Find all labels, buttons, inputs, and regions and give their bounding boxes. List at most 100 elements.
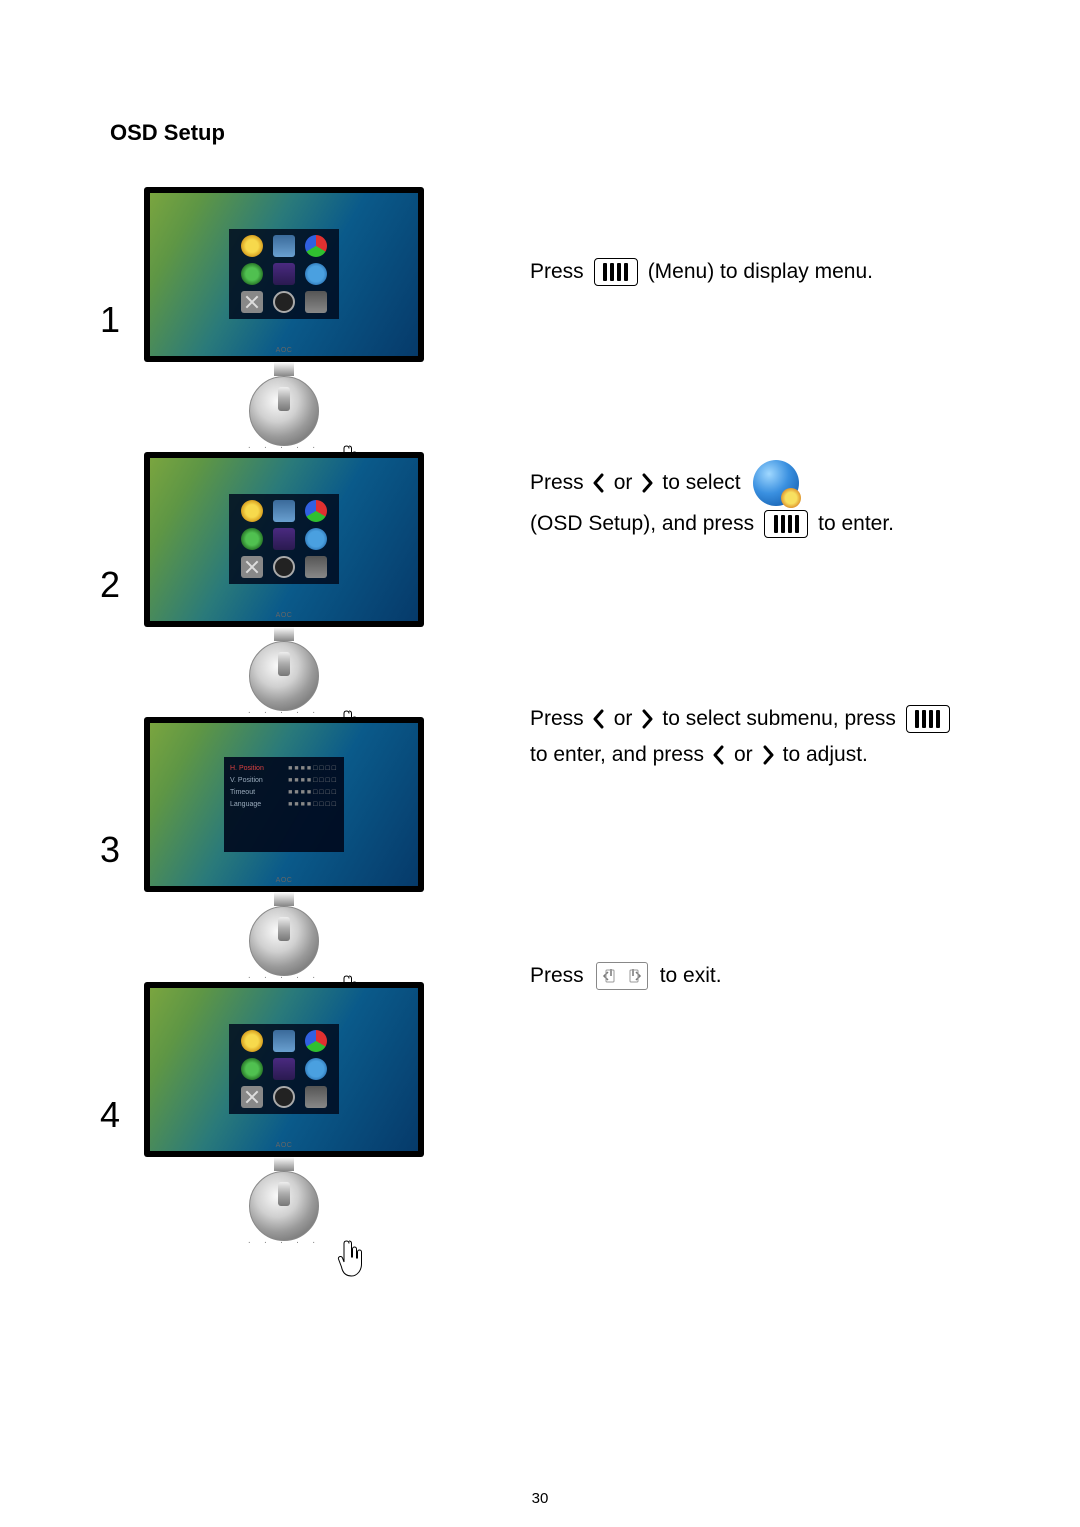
instruction-text: or	[734, 737, 753, 773]
instruction-text: to enter, and press	[530, 737, 704, 773]
chevron-right-icon	[761, 745, 775, 765]
chevron-left-icon	[592, 709, 606, 729]
chevron-right-icon	[640, 709, 654, 729]
step-row: 3 H. Position■■■■□□□□ V. Position■■■■□□□□…	[100, 712, 440, 987]
monitor-frame: H. Position■■■■□□□□ V. Position■■■■□□□□ Ti…	[144, 717, 424, 892]
image-setup-icon	[273, 500, 295, 522]
monitor-logo: AOC	[276, 347, 293, 354]
exit-icon	[241, 1086, 263, 1108]
chevron-left-icon	[592, 473, 606, 493]
content-columns: 1 AOC · · · · ·	[100, 182, 980, 1242]
monitor-illustration: AOC · · · · ·	[144, 187, 424, 453]
menu-button-icon	[764, 510, 808, 538]
luminance-icon	[241, 500, 263, 522]
picture-icon	[273, 263, 295, 285]
boost-icon	[241, 263, 263, 285]
monitor-illustration: AOC · · · · ·	[144, 982, 424, 1248]
monitor-screen: AOC	[150, 988, 418, 1151]
instruction-text: Press	[530, 465, 584, 501]
audio-icon	[305, 556, 327, 578]
monitor-frame: AOC	[144, 982, 424, 1157]
instruction-text: Press	[530, 254, 584, 290]
monitor-stand: · · · · ·	[144, 362, 424, 453]
monitor-stand: · · · · ·	[144, 1157, 424, 1248]
menu-button-icon	[594, 258, 638, 286]
instruction-text: to select submenu, press	[662, 701, 895, 737]
image-setup-icon	[273, 1030, 295, 1052]
osd-setup-icon	[305, 528, 327, 550]
instruction-text: (OSD Setup), and press	[530, 506, 754, 542]
instruction-text: to select	[662, 465, 740, 501]
monitor-illustration: AOC · · · · ·	[144, 452, 424, 718]
step-number: 1	[100, 299, 144, 341]
picture-icon	[273, 528, 295, 550]
instruction-text: Press	[530, 701, 584, 737]
luminance-icon	[241, 235, 263, 257]
step-description: Press (Menu) to display menu.	[530, 254, 980, 290]
monitor-logo: AOC	[276, 612, 293, 619]
boost-icon	[241, 528, 263, 550]
monitor-screen: H. Position■■■■□□□□ V. Position■■■■□□□□ Ti…	[150, 723, 418, 886]
globe-icon	[753, 460, 799, 506]
instruction-text: or	[614, 465, 633, 501]
instruction-text: to enter.	[818, 506, 894, 542]
extra-icon	[273, 1086, 295, 1108]
menu-button-icon	[906, 705, 950, 733]
audio-icon	[305, 1086, 327, 1108]
step-number: 2	[100, 564, 144, 606]
section-title: OSD Setup	[110, 120, 980, 146]
submenu-line: Language■■■■□□□□	[230, 801, 338, 808]
boost-icon	[241, 1058, 263, 1080]
instruction-text: or	[614, 701, 633, 737]
submenu-line: V. Position■■■■□□□□	[230, 777, 338, 784]
monitor-screen: AOC	[150, 458, 418, 621]
extra-icon	[273, 556, 295, 578]
osd-panel	[229, 1024, 339, 1114]
step-number: 3	[100, 829, 144, 871]
submenu-line: H. Position■■■■□□□□	[230, 765, 338, 772]
monitor-logo: AOC	[276, 1142, 293, 1149]
step-description: Press to exit.	[530, 958, 980, 994]
monitor-stand: · · · · ·	[144, 627, 424, 718]
osd-setup-icon	[305, 1058, 327, 1080]
monitor-illustration: H. Position■■■■□□□□ V. Position■■■■□□□□ Ti…	[144, 717, 424, 983]
picture-icon	[273, 1058, 295, 1080]
step-row: 2 AOC · · · · ·	[100, 447, 440, 722]
exit-icon	[241, 556, 263, 578]
step-description: Press or to select (OSD Setup), and pres…	[530, 460, 980, 542]
luminance-icon	[241, 1030, 263, 1052]
chevron-right-icon	[640, 473, 654, 493]
osd-panel	[229, 229, 339, 319]
monitor-logo: AOC	[276, 877, 293, 884]
steps-column: 1 AOC · · · · ·	[100, 182, 440, 1242]
color-icon	[305, 1030, 327, 1052]
monitor-screen: AOC	[150, 193, 418, 356]
instruction-text: (Menu) to display menu.	[648, 254, 873, 290]
descriptions-column: Press (Menu) to display menu.Press or to…	[440, 182, 980, 993]
instruction-text: to adjust.	[783, 737, 868, 773]
exit-button-icon	[596, 962, 648, 990]
step-row: 4 AOC · · · · ·	[100, 977, 440, 1252]
step-description: Press or to select submenu, press to ent…	[530, 701, 980, 772]
monitor-stand: · · · · ·	[144, 892, 424, 983]
page: OSD Setup 1 AOC	[0, 0, 1080, 1282]
instruction-text: to exit.	[660, 958, 722, 994]
step-number: 4	[100, 1094, 144, 1136]
color-icon	[305, 500, 327, 522]
chevron-left-icon	[712, 745, 726, 765]
submenu-line: Timeout■■■■□□□□	[230, 789, 338, 796]
image-setup-icon	[273, 235, 295, 257]
step-row: 1 AOC · · · · ·	[100, 182, 440, 457]
osd-panel	[229, 494, 339, 584]
monitor-frame: AOC	[144, 452, 424, 627]
instruction-text: Press	[530, 958, 584, 994]
osd-submenu: H. Position■■■■□□□□ V. Position■■■■□□□□ Ti…	[224, 757, 344, 852]
hand-pointer-icon	[336, 1237, 366, 1286]
page-number: 30	[532, 1490, 549, 1507]
color-icon	[305, 235, 327, 257]
exit-icon	[241, 291, 263, 313]
extra-icon	[273, 291, 295, 313]
monitor-frame: AOC	[144, 187, 424, 362]
osd-setup-icon	[305, 263, 327, 285]
audio-icon	[305, 291, 327, 313]
